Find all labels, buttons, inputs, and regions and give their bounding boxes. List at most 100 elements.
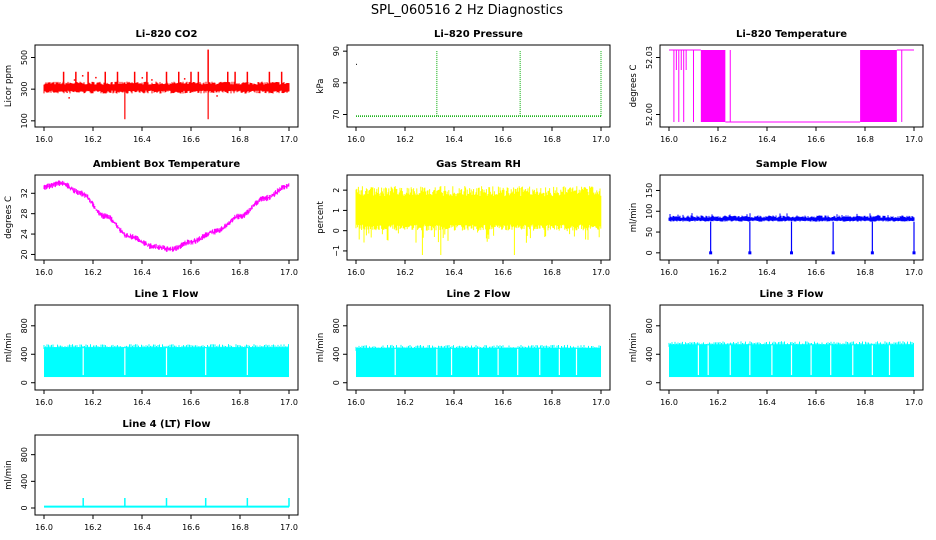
x-tick-label: 16.2 (84, 523, 102, 532)
x-tick-label: 16.6 (494, 398, 512, 407)
x-tick-label: 16.6 (807, 398, 825, 407)
sample-flow-dip-point (831, 251, 835, 255)
y-tick-label: 800 (332, 318, 341, 333)
y-tick-label: 0 (332, 228, 341, 233)
plot-frame (346, 44, 611, 128)
panel-title: Line 3 Flow (760, 289, 824, 300)
co2-outlier (111, 82, 113, 84)
x-tick-label: 16.8 (543, 398, 561, 407)
co2-outlier (141, 77, 144, 79)
x-tick-label: 16.4 (133, 135, 151, 144)
co2-outlier (160, 84, 163, 86)
x-tick-label: 16.4 (445, 398, 463, 407)
x-tick-label: 16.6 (807, 268, 825, 277)
x-tick-label: 16.4 (445, 268, 463, 277)
x-tick-label: 17.0 (905, 268, 923, 277)
y-tick-label: 20 (20, 249, 29, 259)
plot-frame (34, 174, 299, 261)
x-tick-label: 16.2 (709, 398, 727, 407)
y-tick-label: 90 (332, 46, 341, 56)
y-axis-label: percent (316, 201, 326, 234)
x-tick-label: 16.8 (856, 398, 874, 407)
y-axis-label: ml/min (4, 333, 14, 363)
co2-outlier (258, 91, 260, 94)
y-tick-label: 80 (332, 78, 341, 88)
x-tick-label: 16.2 (396, 268, 414, 277)
plot-frame (34, 304, 299, 391)
x-tick-label: 17.0 (905, 135, 923, 144)
x-tick-label: 16.6 (494, 268, 512, 277)
y-tick-label: 0 (332, 380, 341, 385)
x-tick-label: 16.8 (231, 398, 249, 407)
co2-outlier (81, 75, 84, 77)
co2-outlier (151, 79, 153, 81)
plot-frame (659, 44, 924, 128)
x-tick-label: 16.8 (543, 135, 561, 144)
y-axis-label: Licor ppm (4, 65, 14, 107)
x-tick-label: 16.8 (231, 523, 249, 532)
y-tick-label: 24 (20, 229, 29, 239)
temperature-toggle-block (860, 50, 897, 122)
x-tick-label: 16.2 (84, 135, 102, 144)
co2-outlier (216, 95, 218, 97)
y-tick-label: 400 (20, 474, 29, 489)
x-tick-label: 16.6 (807, 135, 825, 144)
panel-title: Line 1 Flow (135, 289, 199, 300)
y-tick-label: 400 (645, 347, 654, 362)
series-marks (43, 344, 289, 378)
panel-title: Li–820 Temperature (736, 29, 847, 40)
series-marks (668, 341, 914, 378)
x-tick-label: 16.8 (543, 268, 561, 277)
y-axis-label: kPa (316, 79, 326, 94)
x-tick-label: 16.4 (133, 523, 151, 532)
x-tick-label: 16.2 (709, 135, 727, 144)
chart-panel-6: Sample Flow ml/min 16.0 16.2 16.4 16.6 16.8 17.… (629, 159, 924, 277)
chart-panel-7: Line 1 Flow ml/min 16.0 16.2 16.4 16.6 16.8 17.… (4, 289, 299, 407)
y-tick-label: 32 (20, 188, 29, 198)
x-tick-label: 17.0 (280, 398, 298, 407)
panel-title: Gas Stream RH (436, 159, 521, 170)
x-tick-label: 16.8 (231, 135, 249, 144)
co2-outlier (125, 91, 128, 93)
x-tick-label: 17.0 (280, 268, 298, 277)
x-tick-label: 16.0 (35, 268, 53, 277)
y-tick-label: 100 (645, 204, 654, 219)
y-tick-label: 1 (332, 208, 341, 213)
ambient-series-line (43, 180, 290, 252)
x-tick-label: 16.2 (396, 135, 414, 144)
x-tick-label: 16.4 (758, 268, 776, 277)
sample-flow-dip-point (870, 251, 874, 255)
co2-outlier (95, 76, 97, 79)
co2-outlier (194, 89, 196, 91)
y-axis-label: ml/min (629, 333, 639, 363)
x-tick-label: 16.8 (856, 268, 874, 277)
series-marks (43, 180, 290, 252)
y-tick-label: 150 (645, 183, 654, 198)
panel-title: Li–820 Pressure (434, 29, 523, 40)
co2-outlier (184, 91, 187, 93)
x-tick-label: 16.6 (182, 398, 200, 407)
panel-title: Ambient Box Temperature (93, 159, 240, 170)
y-tick-label: 100 (20, 113, 29, 128)
x-tick-label: 16.0 (660, 135, 678, 144)
rh-series-line (355, 186, 602, 255)
plot-frame (659, 174, 924, 261)
pressure-outlier (356, 63, 357, 65)
panel-title: Li–820 CO2 (136, 29, 198, 40)
x-tick-label: 16.0 (660, 398, 678, 407)
x-tick-label: 16.0 (35, 398, 53, 407)
series-marks (669, 49, 914, 123)
series-marks (43, 49, 290, 120)
co2-outlier (121, 90, 123, 92)
co2-outlier (273, 89, 276, 91)
y-tick-label: 50 (645, 227, 654, 237)
x-tick-label: 16.8 (231, 268, 249, 277)
co2-outlier (66, 91, 68, 93)
y-tick-label: 800 (20, 318, 29, 333)
flow-band-edge (668, 341, 914, 349)
x-tick-label: 16.2 (709, 268, 727, 277)
x-tick-label: 16.8 (856, 135, 874, 144)
chart-panel-10: Line 4 (LT) Flow ml/min 16.0 16.2 16.4 16.6 16… (4, 419, 299, 532)
sample-flow-dip-point (790, 251, 793, 255)
x-tick-label: 16.4 (758, 135, 776, 144)
